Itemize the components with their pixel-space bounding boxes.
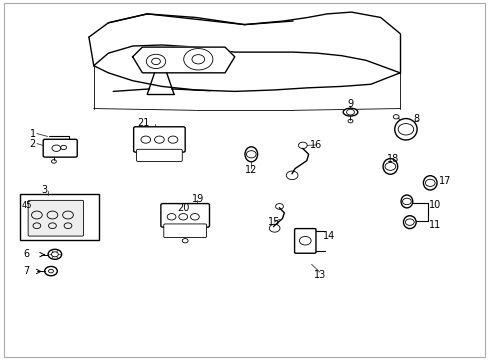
Text: 16: 16 (309, 140, 321, 150)
Ellipse shape (382, 158, 397, 174)
Text: 8: 8 (413, 114, 419, 124)
FancyBboxPatch shape (43, 139, 77, 157)
Text: 45: 45 (22, 201, 32, 210)
Text: 21: 21 (137, 118, 150, 128)
Text: 10: 10 (428, 200, 441, 210)
Ellipse shape (423, 176, 436, 190)
Bar (20, 194, 99, 240)
FancyBboxPatch shape (133, 127, 185, 152)
Text: 13: 13 (313, 270, 325, 280)
Ellipse shape (400, 195, 412, 208)
Text: 12: 12 (244, 165, 257, 175)
Text: 11: 11 (428, 220, 441, 230)
Text: 1: 1 (30, 129, 36, 139)
Ellipse shape (244, 147, 257, 162)
Text: 3: 3 (41, 185, 47, 195)
Ellipse shape (394, 118, 416, 140)
Text: 18: 18 (386, 154, 399, 164)
Text: 15: 15 (267, 217, 280, 227)
FancyBboxPatch shape (294, 229, 315, 253)
Text: 17: 17 (438, 176, 450, 186)
Text: 2: 2 (30, 139, 36, 149)
Text: 9: 9 (346, 99, 353, 109)
Text: 19: 19 (192, 194, 204, 203)
FancyBboxPatch shape (28, 201, 83, 236)
FancyBboxPatch shape (136, 149, 182, 161)
Text: 7: 7 (23, 266, 30, 276)
Polygon shape (132, 47, 234, 73)
Ellipse shape (403, 216, 415, 229)
FancyBboxPatch shape (161, 203, 209, 227)
Text: 14: 14 (323, 231, 335, 241)
Text: 6: 6 (23, 249, 30, 259)
Text: 20: 20 (177, 203, 189, 213)
FancyBboxPatch shape (163, 224, 206, 238)
Ellipse shape (343, 108, 357, 116)
